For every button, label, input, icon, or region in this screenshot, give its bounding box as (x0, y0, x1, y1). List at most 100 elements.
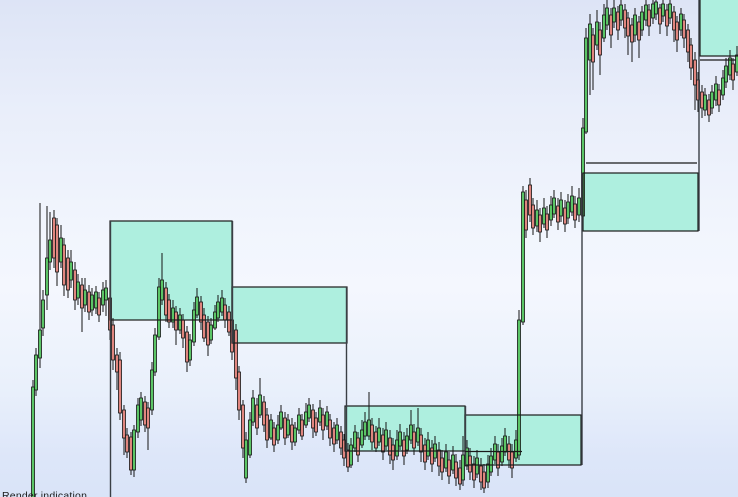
candle-up (489, 455, 493, 473)
candle-up (461, 454, 465, 481)
candle-up (31, 386, 35, 497)
candle-down (458, 467, 462, 485)
candle-down (115, 354, 119, 373)
candle-down (125, 434, 129, 453)
candle-down (637, 21, 641, 41)
candle-down (272, 427, 276, 446)
candle-down (356, 437, 360, 456)
candle-up (552, 197, 556, 215)
candle-down (87, 291, 91, 313)
candle-down (700, 91, 704, 109)
candle-up (286, 419, 290, 436)
candle-down (630, 24, 634, 43)
candle-up (150, 369, 154, 411)
candle-down (381, 434, 385, 453)
candle-up (178, 314, 182, 331)
candle-up (349, 444, 353, 466)
candle-up (398, 431, 402, 447)
candle-up (258, 394, 262, 416)
candle-down (717, 89, 721, 106)
candle-down (199, 301, 203, 323)
candle-down (206, 321, 210, 346)
candle-up (486, 463, 490, 483)
candle-down (573, 203, 577, 221)
candle-up (34, 354, 38, 391)
candle-down (693, 59, 697, 86)
candle-up (588, 23, 592, 61)
candle-up (377, 427, 381, 443)
candle-up (216, 301, 220, 319)
candle-down (97, 297, 101, 316)
supply-demand-zone-6-fill[interactable] (700, 0, 738, 56)
candle-up (38, 329, 42, 359)
candle-down (62, 244, 66, 286)
supply-demand-zone-2-fill[interactable] (232, 287, 347, 343)
candle-down (707, 99, 711, 116)
candle-up (640, 11, 644, 31)
candle-down (675, 21, 679, 41)
candle-down (623, 9, 627, 29)
candle-up (566, 201, 570, 219)
candle-up (521, 191, 525, 323)
candle-up (395, 439, 399, 457)
candle-up (605, 7, 609, 26)
candle-down (531, 204, 535, 229)
candle-down (237, 371, 241, 411)
candle-down (556, 205, 560, 223)
candle-up (535, 209, 539, 227)
candle-down (609, 14, 613, 36)
candle-down (66, 257, 70, 291)
candle-up (679, 13, 683, 31)
candle-up (335, 424, 339, 441)
candle-up (269, 419, 273, 439)
candle-up (426, 439, 430, 457)
candle-down (129, 436, 133, 471)
candle-up (59, 237, 63, 263)
candle-up (475, 457, 479, 475)
candle-down (223, 304, 227, 321)
candle-down (626, 17, 630, 37)
candle-up (500, 445, 504, 463)
candle-down (524, 199, 528, 231)
candle-down (314, 417, 318, 433)
candle-down (111, 324, 115, 361)
candle-down (255, 404, 259, 429)
supply-demand-zone-5-border[interactable] (582, 172, 699, 232)
candle-up (279, 411, 283, 429)
candle-down (545, 213, 549, 231)
supply-demand-zone-6-border[interactable] (699, 0, 738, 57)
candle-down (346, 449, 350, 468)
candle-up (48, 239, 52, 263)
supply-demand-zone-5-fill[interactable] (583, 173, 698, 231)
candle-up (318, 407, 322, 423)
candle-up (602, 14, 606, 39)
candle-down (311, 409, 315, 429)
candle-down (423, 444, 427, 463)
candle-down (321, 414, 325, 431)
candle-up (549, 204, 553, 221)
candle-down (468, 455, 472, 473)
candle-down (731, 63, 735, 81)
candle-down (185, 331, 189, 363)
candle-down (538, 214, 542, 233)
candle-down (80, 284, 84, 309)
candle-down (616, 11, 620, 31)
candle-down (283, 417, 287, 439)
supply-demand-zone-1-fill[interactable] (110, 221, 232, 320)
candle-down (241, 404, 245, 449)
candle-up (367, 419, 371, 437)
candle-up (661, 3, 665, 17)
candle-down (370, 424, 374, 443)
candle-down (672, 11, 676, 31)
candle-down (598, 29, 602, 56)
candle-up (157, 286, 161, 338)
candle-up (710, 91, 714, 109)
supply-demand-zone-4-fill[interactable] (465, 415, 581, 465)
candle-down (430, 447, 434, 465)
candle-down (265, 414, 269, 441)
candle-down (686, 29, 690, 53)
candle-down (202, 314, 206, 339)
candle-up (90, 294, 94, 311)
